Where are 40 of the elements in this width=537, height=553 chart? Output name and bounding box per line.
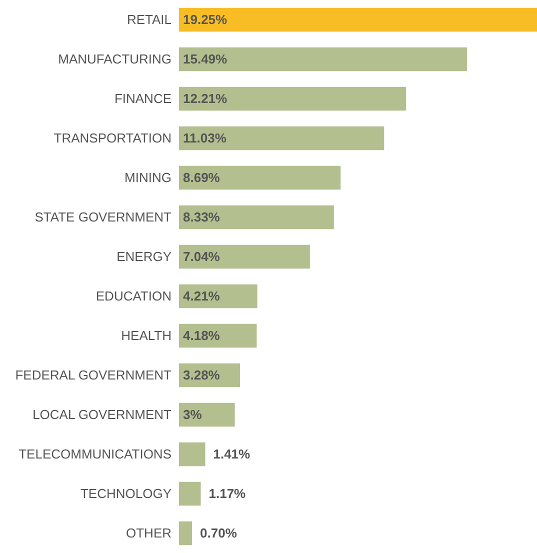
- data-label: 1.17%: [208, 486, 246, 501]
- y-tick-label: MANUFACTURING: [58, 51, 172, 66]
- bar: [179, 284, 258, 308]
- data-label: 1.41%: [213, 446, 251, 462]
- data-label: 0.70%: [200, 525, 238, 540]
- bar: [179, 166, 341, 190]
- y-tick-label: LOCAL GOVERNMENT: [32, 406, 172, 422]
- bar: [179, 8, 537, 32]
- data-label: 3.28%: [183, 367, 220, 382]
- data-label: 8.33%: [183, 209, 220, 224]
- y-tick-label: TRANSPORTATION: [54, 130, 172, 146]
- data-label: 19.25%: [183, 12, 228, 27]
- bar: [179, 205, 334, 230]
- y-tick-label: RETAIL: [126, 12, 172, 27]
- y-tick-label: TELECOMMUNICATIONS: [18, 446, 172, 462]
- bar: [179, 86, 406, 111]
- y-tick-label: HEALTH: [121, 328, 172, 343]
- data-label: 4.21%: [183, 288, 220, 304]
- data-label: 11.03%: [183, 130, 227, 146]
- bar: [179, 402, 235, 427]
- y-tick-label: FEDERAL GOVERNMENT: [15, 367, 172, 382]
- y-tick-label: TECHNOLOGY: [80, 486, 172, 501]
- data-label: 8.69%: [183, 170, 220, 185]
- y-tick-label: EDUCATION: [96, 288, 172, 304]
- y-tick-label: FINANCE: [114, 90, 172, 106]
- y-tick-label: OTHER: [126, 525, 172, 540]
- bar: [179, 244, 310, 269]
- bar: [179, 126, 384, 150]
- y-tick-label: MINING: [124, 170, 172, 185]
- data-label: 4.18%: [183, 328, 220, 343]
- bar: [179, 482, 201, 506]
- bar: [179, 47, 468, 72]
- y-tick-label: ENERGY: [116, 248, 172, 264]
- bar: [179, 442, 206, 466]
- data-label: 3%: [183, 406, 202, 422]
- y-tick-label: STATE GOVERNMENT: [34, 209, 172, 224]
- bar: [179, 521, 192, 546]
- data-label: 15.49%: [183, 51, 228, 66]
- data-label: 12.21%: [183, 90, 228, 106]
- data-label: 7.04%: [183, 248, 220, 264]
